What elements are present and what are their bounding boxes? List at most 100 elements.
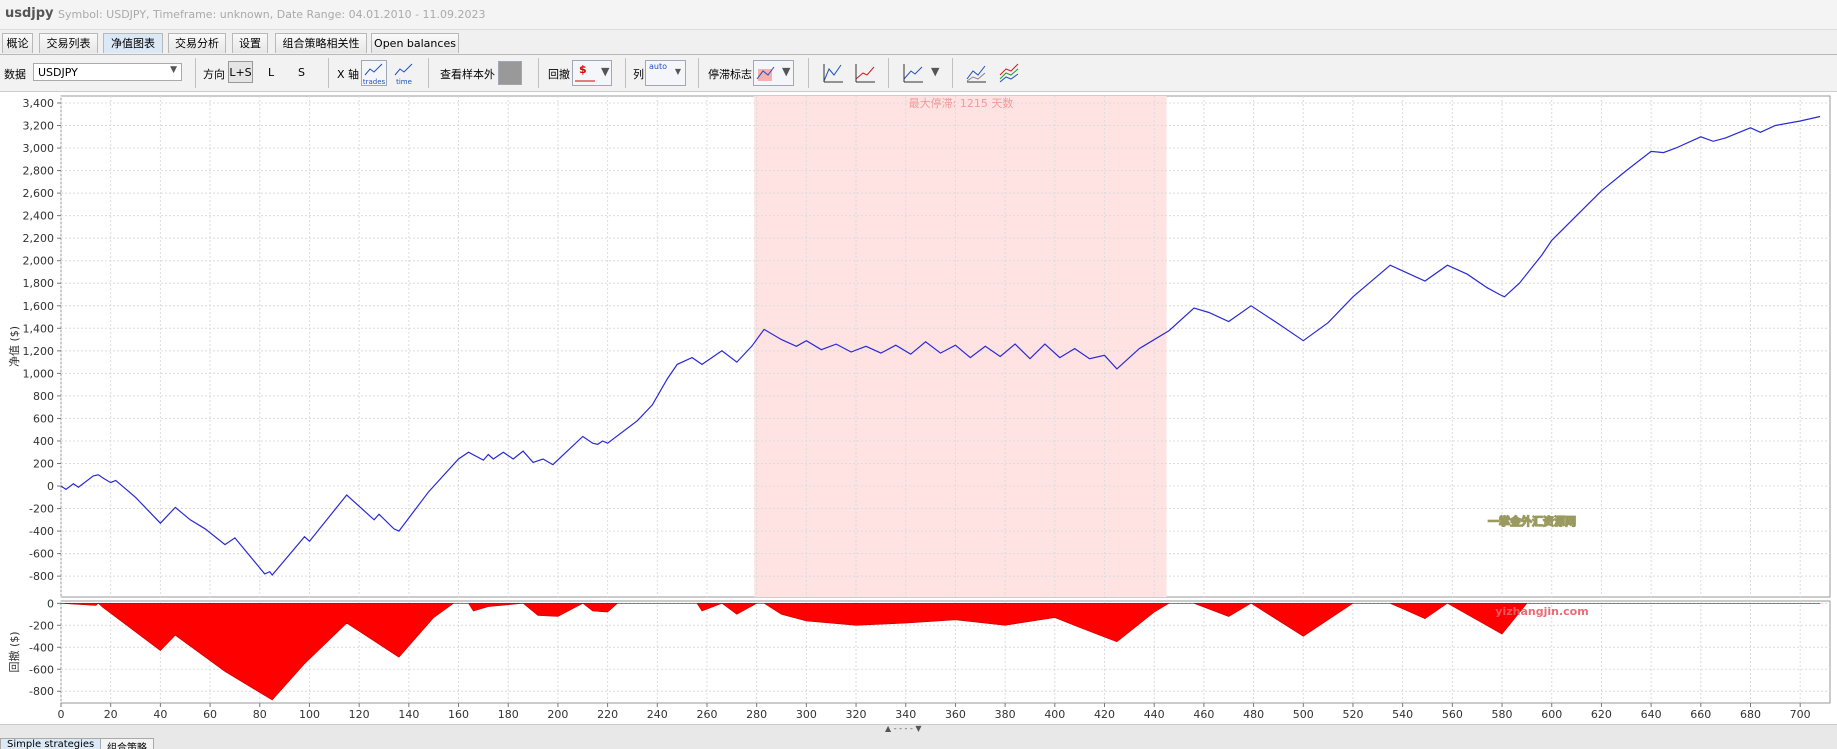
- column-dropdown[interactable]: auto ▼: [645, 60, 686, 86]
- y-tick-label: -800: [29, 685, 54, 698]
- tab[interactable]: 交易列表: [39, 33, 98, 53]
- y-tick-label: -200: [29, 503, 54, 516]
- y-axis-title: 净值 ($): [7, 326, 21, 367]
- x-tick-label: 40: [153, 708, 167, 721]
- annotation: 最大停滞: 1215 天数: [909, 96, 1014, 110]
- y-axis-title: 回撤 ($): [7, 631, 21, 672]
- x-tick-label: 20: [104, 708, 118, 721]
- direction-button[interactable]: L: [268, 66, 275, 79]
- x-tick-label: 120: [349, 708, 370, 721]
- y-tick-label: 3,200: [23, 120, 55, 133]
- drawdown-area: [60, 602, 1821, 701]
- bottom-bar: [0, 724, 1837, 749]
- svg-text:▼: ▼: [782, 65, 791, 78]
- data-select[interactable]: USDJPY ▼: [33, 63, 182, 81]
- chart-button[interactable]: [963, 60, 989, 86]
- y-tick-label: 400: [33, 435, 54, 448]
- icon-label: auto: [649, 62, 668, 71]
- x-tick-label: 0: [58, 708, 65, 721]
- direction-button[interactable]: L+S: [228, 61, 253, 83]
- y-tick-label: 1,600: [23, 300, 55, 313]
- separator: [698, 58, 699, 88]
- x-tick-label: 420: [1094, 708, 1115, 721]
- icon-glyph: [394, 63, 413, 76]
- oos-toggle[interactable]: [498, 61, 522, 85]
- separator: [952, 58, 953, 88]
- tab[interactable]: 净值图表: [103, 33, 163, 53]
- x-tick-label: 580: [1492, 708, 1513, 721]
- svg-text:▼: ▼: [931, 65, 940, 78]
- svg-text:$: $: [579, 63, 587, 76]
- tab[interactable]: 交易分析: [168, 33, 226, 53]
- watermark: 一掌金外汇资源网: [1488, 514, 1576, 528]
- icon-glyph: [855, 64, 875, 83]
- stagnation-dropdown[interactable]: ▼: [753, 60, 794, 86]
- bottom-tab[interactable]: Simple strategies: [0, 738, 102, 749]
- stagnation-region: [754, 96, 1167, 597]
- y-tick-label: 3,400: [23, 97, 55, 110]
- toolbar-label: X 轴: [337, 68, 360, 81]
- y-tick-label: -600: [29, 548, 54, 561]
- x-tick-label: 360: [945, 708, 966, 721]
- x-tick-label: 560: [1442, 708, 1463, 721]
- y-tick-label: 2,400: [23, 210, 55, 223]
- y-tick-label: 0: [47, 597, 54, 610]
- x-tick-label: 220: [597, 708, 618, 721]
- x-tick-label: 380: [995, 708, 1016, 721]
- splitter-handle[interactable]: ▲ - - - - ▼: [885, 724, 922, 733]
- x-tick-label: 680: [1740, 708, 1761, 721]
- y-tick-label: 200: [33, 457, 54, 470]
- x-tick-label: 140: [398, 708, 419, 721]
- x-tick-label: 640: [1641, 708, 1662, 721]
- chart-dropdown[interactable]: ▼: [900, 60, 940, 86]
- separator: [538, 58, 539, 88]
- separator: [428, 58, 429, 88]
- y-tick-label: 1,000: [23, 367, 55, 380]
- x-tick-label: 260: [696, 708, 717, 721]
- tab[interactable]: Open balances: [371, 33, 459, 53]
- x-tick-label: 80: [253, 708, 267, 721]
- x-tick-label: 300: [796, 708, 817, 721]
- x-tick-label: 600: [1541, 708, 1562, 721]
- separator: [195, 58, 196, 88]
- xaxis-time-button[interactable]: time: [391, 60, 417, 86]
- chart-button[interactable]: [996, 60, 1022, 86]
- y-tick-label: 1,800: [23, 277, 55, 290]
- icon-glyph: ▼: [756, 65, 791, 81]
- x-tick-label: 240: [647, 708, 668, 721]
- y-tick-label: 2,800: [23, 165, 55, 178]
- direction-button[interactable]: S: [298, 66, 305, 79]
- x-tick-label: 540: [1392, 708, 1413, 721]
- y-tick-label: 2,600: [23, 187, 55, 200]
- x-tick-label: 440: [1144, 708, 1165, 721]
- toolbar-label: 数据: [4, 68, 26, 81]
- x-tick-label: 320: [846, 708, 867, 721]
- chart-button[interactable]: [852, 60, 878, 86]
- x-tick-label: 60: [203, 708, 217, 721]
- drawdown-dropdown[interactable]: $ ▼: [572, 60, 612, 86]
- x-tick-label: 280: [746, 708, 767, 721]
- y-tick-label: 1,200: [23, 345, 55, 358]
- toolbar-label: 回撤: [548, 68, 570, 81]
- tab[interactable]: 设置: [232, 33, 268, 53]
- svg-text:▼: ▼: [601, 65, 610, 78]
- icon-glyph: $ ▼: [575, 63, 610, 82]
- tab[interactable]: 概论: [2, 33, 33, 53]
- x-tick-label: 460: [1193, 708, 1214, 721]
- toolbar-label: 列: [633, 68, 644, 81]
- x-tick-label: 160: [448, 708, 469, 721]
- x-tick-label: 400: [1044, 708, 1065, 721]
- x-tick-label: 500: [1293, 708, 1314, 721]
- separator: [808, 58, 809, 88]
- separator: [328, 58, 329, 88]
- toolbar: [0, 55, 1837, 92]
- select-arrow: ▼: [170, 65, 177, 75]
- x-tick-label: 200: [547, 708, 568, 721]
- chart-button[interactable]: [820, 60, 846, 86]
- xaxis-trades-button[interactable]: trades: [361, 60, 387, 86]
- bottom-tab[interactable]: 组合策略: [100, 738, 154, 749]
- y-tick-label: 600: [33, 412, 54, 425]
- tab[interactable]: 组合策略相关性: [275, 33, 367, 53]
